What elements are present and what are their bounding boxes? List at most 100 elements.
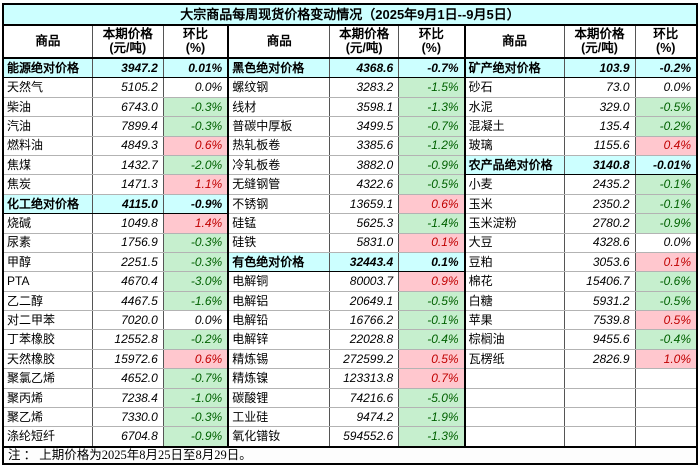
pct-cell[interactable]: 0.5% bbox=[398, 349, 465, 370]
commodity-cell[interactable]: 电解铅 bbox=[227, 310, 330, 331]
commodity-cell[interactable]: 黑色绝对价格 bbox=[227, 57, 330, 79]
price-cell[interactable]: 2251.5 bbox=[91, 252, 164, 273]
price-cell[interactable]: 9455.6 bbox=[563, 329, 636, 350]
price-cell[interactable]: 12552.8 bbox=[91, 329, 164, 350]
commodity-cell[interactable]: 矿产绝对价格 bbox=[463, 57, 565, 79]
pct-cell[interactable]: 0.7% bbox=[398, 368, 465, 389]
price-cell[interactable]: 2826.9 bbox=[563, 349, 636, 370]
commodity-cell[interactable]: 燃料油 bbox=[1, 136, 93, 156]
commodity-cell[interactable]: 乙二醇 bbox=[1, 291, 93, 312]
pct-cell[interactable]: -0.9% bbox=[398, 155, 465, 176]
pct-cell[interactable]: -0.5% bbox=[398, 291, 465, 312]
price-cell[interactable]: 135.4 bbox=[563, 116, 636, 137]
commodity-cell[interactable]: 尿素 bbox=[1, 233, 93, 253]
commodity-cell[interactable]: 电解铝 bbox=[227, 291, 330, 312]
commodity-cell[interactable]: 精炼镍 bbox=[227, 368, 330, 389]
price-cell[interactable]: 3385.6 bbox=[329, 136, 399, 156]
pct-cell[interactable]: -5.0% bbox=[398, 388, 465, 409]
price-cell[interactable]: 3499.5 bbox=[329, 116, 399, 137]
pct-cell[interactable]: 0.6% bbox=[398, 194, 465, 215]
commodity-cell[interactable]: 电解锌 bbox=[227, 329, 330, 350]
price-cell[interactable]: 73.0 bbox=[563, 77, 636, 98]
pct-cell[interactable]: -1.2% bbox=[398, 136, 465, 156]
pct-cell[interactable]: -0.9% bbox=[162, 426, 229, 448]
pct-cell[interactable]: 0.9% bbox=[398, 271, 465, 292]
pct-cell[interactable]: 0.0% bbox=[634, 77, 697, 98]
pct-cell[interactable]: -0.3% bbox=[162, 116, 229, 137]
commodity-cell[interactable]: 玉米 bbox=[463, 194, 565, 215]
price-cell[interactable]: 123313.8 bbox=[329, 368, 399, 389]
pct-cell[interactable]: -0.3% bbox=[162, 97, 229, 118]
commodity-cell[interactable]: 普碳中厚板 bbox=[227, 116, 330, 137]
pct-cell[interactable]: -0.01% bbox=[634, 154, 697, 176]
commodity-cell[interactable]: 豆粕 bbox=[463, 252, 565, 273]
pct-cell[interactable]: 1.1% bbox=[162, 174, 229, 195]
pct-cell[interactable]: -0.9% bbox=[634, 213, 697, 234]
commodity-cell[interactable]: 工业硅 bbox=[227, 407, 330, 428]
price-cell[interactable]: 5831.0 bbox=[329, 233, 399, 253]
pct-cell[interactable]: -0.2% bbox=[162, 329, 229, 350]
commodity-cell[interactable]: 天然气 bbox=[1, 77, 93, 98]
price-cell[interactable]: 594552.6 bbox=[329, 426, 399, 448]
commodity-cell[interactable]: 热轧板卷 bbox=[227, 136, 330, 156]
commodity-cell[interactable]: 大豆 bbox=[463, 233, 565, 253]
price-cell[interactable]: 3947.2 bbox=[91, 57, 164, 79]
price-cell[interactable]: 74216.6 bbox=[329, 388, 399, 409]
pct-cell[interactable]: -0.1% bbox=[398, 310, 465, 331]
price-cell[interactable]: 15406.7 bbox=[563, 271, 636, 292]
commodity-cell[interactable]: 氧化镨钕 bbox=[227, 426, 330, 448]
price-cell[interactable]: 1049.8 bbox=[91, 213, 164, 234]
commodity-cell[interactable]: 苹果 bbox=[463, 310, 565, 331]
price-cell[interactable]: 4670.4 bbox=[91, 271, 164, 292]
commodity-cell[interactable]: 硅锰 bbox=[227, 213, 330, 234]
price-cell[interactable]: 4652.0 bbox=[91, 368, 164, 389]
commodity-cell[interactable]: 冷轧板卷 bbox=[227, 155, 330, 176]
price-cell[interactable]: 16766.2 bbox=[329, 310, 399, 331]
commodity-cell[interactable]: 涤纶短纤 bbox=[1, 426, 93, 448]
pct-cell[interactable]: -0.1% bbox=[634, 174, 697, 195]
pct-cell[interactable]: 0.0% bbox=[162, 77, 229, 98]
pct-cell[interactable]: -1.9% bbox=[398, 407, 465, 428]
pct-cell[interactable]: -0.6% bbox=[634, 271, 697, 292]
commodity-cell[interactable]: 螺纹钢 bbox=[227, 77, 330, 98]
commodity-cell[interactable]: 棉花 bbox=[463, 271, 565, 292]
price-cell[interactable]: 9474.2 bbox=[329, 407, 399, 428]
price-cell[interactable]: 1756.9 bbox=[91, 233, 164, 253]
commodity-cell[interactable]: 聚丙烯 bbox=[1, 388, 93, 409]
pct-cell[interactable]: -0.3% bbox=[162, 407, 229, 428]
pct-cell[interactable]: 1.0% bbox=[634, 349, 697, 370]
price-cell[interactable]: 7899.4 bbox=[91, 116, 164, 137]
pct-cell[interactable]: 0.6% bbox=[162, 349, 229, 370]
pct-cell[interactable]: -3.0% bbox=[162, 271, 229, 292]
price-cell[interactable]: 4368.6 bbox=[329, 57, 399, 79]
price-cell[interactable]: 22028.8 bbox=[329, 329, 399, 350]
pct-cell[interactable]: -0.4% bbox=[398, 329, 465, 350]
price-cell[interactable]: 20649.1 bbox=[329, 291, 399, 312]
pct-cell[interactable]: -0.5% bbox=[398, 174, 465, 195]
price-cell[interactable]: 1432.7 bbox=[91, 155, 164, 176]
price-cell[interactable]: 6704.8 bbox=[91, 426, 164, 448]
price-cell[interactable]: 6743.0 bbox=[91, 97, 164, 118]
commodity-cell[interactable]: PTA bbox=[1, 271, 93, 292]
pct-cell[interactable]: -1.3% bbox=[398, 97, 465, 118]
pct-cell[interactable]: -0.2% bbox=[634, 57, 697, 79]
commodity-cell[interactable]: 瓦楞纸 bbox=[463, 349, 565, 370]
commodity-cell[interactable]: 丁苯橡胶 bbox=[1, 329, 93, 350]
commodity-cell[interactable]: 玉米淀粉 bbox=[463, 213, 565, 234]
pct-cell[interactable]: 0.5% bbox=[634, 310, 697, 331]
pct-cell[interactable]: -0.5% bbox=[634, 97, 697, 118]
commodity-cell[interactable]: 柴油 bbox=[1, 97, 93, 118]
pct-cell[interactable]: -0.1% bbox=[634, 194, 697, 215]
price-cell[interactable]: 7238.4 bbox=[91, 388, 164, 409]
commodity-cell[interactable]: 棕榈油 bbox=[463, 329, 565, 350]
pct-cell[interactable]: -1.6% bbox=[162, 291, 229, 312]
price-cell[interactable]: 1155.6 bbox=[563, 136, 636, 156]
price-cell[interactable]: 329.0 bbox=[563, 97, 636, 118]
price-cell[interactable]: 5931.2 bbox=[563, 291, 636, 312]
price-cell[interactable]: 2780.2 bbox=[563, 213, 636, 234]
pct-cell[interactable]: 0.0% bbox=[162, 310, 229, 331]
price-cell[interactable]: 13659.1 bbox=[329, 194, 399, 215]
commodity-cell[interactable]: 化工绝对价格 bbox=[1, 193, 93, 215]
price-cell[interactable]: 1471.3 bbox=[91, 174, 164, 195]
commodity-cell[interactable]: 对二甲苯 bbox=[1, 310, 93, 331]
